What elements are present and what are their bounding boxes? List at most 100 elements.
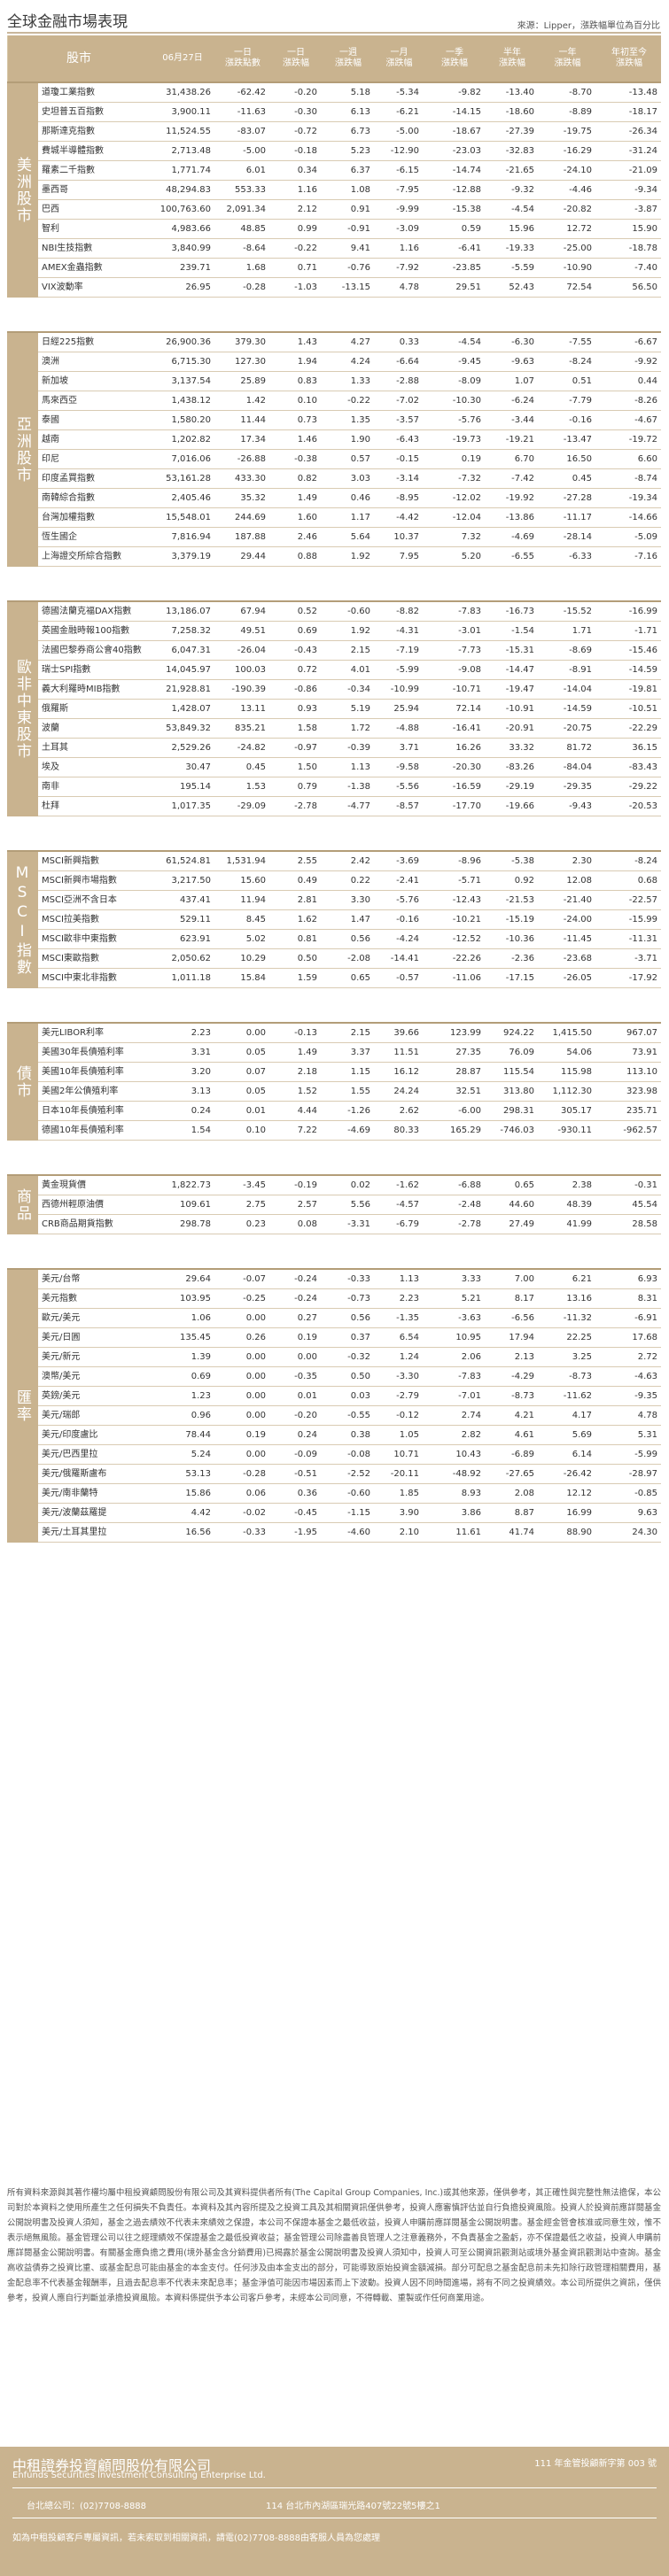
- row-value: 88.90: [566, 1528, 592, 1537]
- table-row: 道瓊工業指數 31,438.26 -62.42 -0.20 5.18 -5.34 -9.82…: [38, 83, 661, 103]
- section-gap: [7, 816, 661, 850]
- row-value: -18.17: [628, 107, 657, 117]
- row-value: 135.45: [180, 1333, 211, 1342]
- row-value: -17.70: [452, 801, 481, 811]
- row-value: 6,715.30: [171, 357, 211, 367]
- row-value: 0.82: [297, 474, 317, 483]
- row-value: 2.82: [461, 1430, 481, 1440]
- row-name: 上海證交所綜合指數: [42, 551, 121, 561]
- row-value: -8.96: [458, 856, 481, 866]
- row-name: 德國法蘭克福DAX指數: [42, 606, 132, 616]
- row-name: VIX波動率: [42, 282, 83, 292]
- row-value: 3,217.50: [171, 876, 211, 886]
- row-value: -5.76: [458, 415, 481, 425]
- table-row: 羅素二千指數 1,771.74 6.01 0.34 6.37 -6.15 -14.74 -21…: [38, 161, 661, 181]
- row-value: 2.12: [297, 205, 317, 214]
- table-row: 台灣加權指數 15,548.01 244.69 1.60 1.17 -4.42 -12.04…: [38, 508, 661, 528]
- row-value: 6.54: [399, 1333, 419, 1342]
- row-value: 529.11: [180, 915, 211, 924]
- row-value: 379.30: [235, 337, 266, 347]
- row-value: -8.24: [569, 357, 592, 367]
- table-row: 義大利羅時MIB指數 21,928.81 -190.39 -0.86 -0.34 -10.…: [38, 680, 661, 700]
- row-value: -7.01: [458, 1391, 481, 1401]
- row-value: 48.39: [566, 1200, 592, 1210]
- row-value: -0.07: [243, 1274, 266, 1284]
- table-row: 南非 195.14 1.53 0.79 -1.38 -5.56 -16.59 -29.19 -2…: [38, 777, 661, 797]
- row-value: -746.03: [500, 1126, 534, 1135]
- row-name: 歐元/美元: [42, 1312, 81, 1323]
- row-value: -19.72: [628, 435, 657, 445]
- row-value: -24.10: [563, 166, 592, 175]
- row-value: -23.85: [452, 263, 481, 273]
- row-value: 17.94: [509, 1333, 534, 1342]
- row-value: 244.69: [235, 513, 266, 522]
- row-value: 0.01: [297, 1391, 317, 1401]
- row-value: 11.51: [393, 1048, 419, 1057]
- section-block: MSCI指數 MSCI新興指數 61,524.81 1,531.94 2.55 2.42 -…: [7, 850, 661, 988]
- row-value: -0.02: [243, 1508, 266, 1518]
- row-name: 泰國: [42, 414, 59, 425]
- table-row: 瑞士SPI指數 14,045.97 100.03 0.72 4.01 -5.99 -9.08…: [38, 661, 661, 680]
- row-value: 0.02: [350, 1180, 370, 1190]
- row-value: 4.42: [191, 1508, 211, 1518]
- row-value: 28.58: [632, 1219, 657, 1229]
- row-value: -2.79: [396, 1391, 419, 1401]
- row-value: 0.91: [350, 205, 370, 214]
- row-value: -7.73: [458, 646, 481, 655]
- row-value: 1.13: [350, 762, 370, 772]
- row-value: 5.24: [191, 1450, 211, 1459]
- row-value: -0.97: [294, 743, 317, 753]
- section-rows: 德國法蘭克福DAX指數 13,186.07 67.94 0.52 -0.60 -8.82 -…: [38, 602, 661, 816]
- row-value: 6.60: [637, 454, 657, 464]
- row-value: 0.46: [350, 493, 370, 503]
- row-value: -3.57: [396, 415, 419, 425]
- row-value: 2.18: [297, 1067, 317, 1077]
- row-name: NBI生技指數: [42, 243, 93, 253]
- row-value: -7.40: [634, 263, 657, 273]
- table-row: 那斯達克指數 11,524.55 -83.07 -0.72 6.73 -5.00 -18.6…: [38, 122, 661, 142]
- row-value: -4.67: [634, 415, 657, 425]
- table-row: 史坦普五百指數 3,900.11 -11.63 -0.30 6.13 -6.21 -14.1…: [38, 103, 661, 122]
- row-value: -16.73: [505, 607, 534, 616]
- section-label: 亞洲股市: [7, 333, 38, 567]
- row-value: 0.10: [297, 396, 317, 406]
- row-value: -19.73: [452, 435, 481, 445]
- row-value: -15.19: [505, 915, 534, 924]
- section-rows: 黃金現貨價 1,822.73 -3.45 -0.19 0.02 -1.62 -6.88 0.6…: [38, 1176, 661, 1234]
- row-value: -15.52: [563, 607, 592, 616]
- row-value: -11.63: [237, 107, 266, 117]
- row-name: AMEX金蟲指數: [42, 262, 103, 273]
- row-value: 13.16: [566, 1294, 592, 1303]
- row-value: -11.45: [563, 934, 592, 944]
- row-value: -10.21: [452, 915, 481, 924]
- row-value: 0.03: [350, 1391, 370, 1401]
- row-value: -8.73: [569, 1372, 592, 1381]
- row-value: -4.54: [458, 337, 481, 347]
- row-value: -22.29: [628, 723, 657, 733]
- row-value: 1,771.74: [171, 166, 211, 175]
- row-value: 6.21: [572, 1274, 592, 1284]
- row-value: 26,900.36: [166, 337, 211, 347]
- row-value: 0.00: [245, 1028, 266, 1038]
- row-value: 5.23: [350, 146, 370, 156]
- row-value: -4.77: [347, 801, 370, 811]
- row-value: -7.79: [569, 396, 592, 406]
- row-value: -25.00: [563, 244, 592, 253]
- row-value: 1,017.35: [171, 801, 211, 811]
- row-value: -10.91: [505, 704, 534, 714]
- row-value: -15.38: [452, 205, 481, 214]
- row-value: -9.43: [569, 801, 592, 811]
- table-row: 美元指數 103.95 -0.25 -0.24 -0.73 2.23 5.21 8.17 13.…: [38, 1289, 661, 1309]
- row-value: 100.03: [235, 665, 266, 675]
- row-value: -9.34: [634, 185, 657, 195]
- table-row: 英國金融時報100指數 7,258.32 49.51 0.69 1.92 -4.31 -3.…: [38, 622, 661, 641]
- row-value: 0.36: [297, 1489, 317, 1498]
- row-value: -0.20: [294, 88, 317, 97]
- row-value: 16.56: [185, 1528, 211, 1537]
- row-value: -13.86: [505, 513, 534, 522]
- row-value: -14.04: [563, 685, 592, 694]
- row-value: 72.14: [455, 704, 481, 714]
- table-row: 歐元/美元 1.06 0.00 0.27 0.56 -1.35 -3.63 -6.56 -11.…: [38, 1309, 661, 1328]
- row-value: 11.61: [455, 1528, 481, 1537]
- table-row: NBI生技指數 3,840.99 -8.64 -0.22 9.41 1.16 -6.41 -1…: [38, 239, 661, 259]
